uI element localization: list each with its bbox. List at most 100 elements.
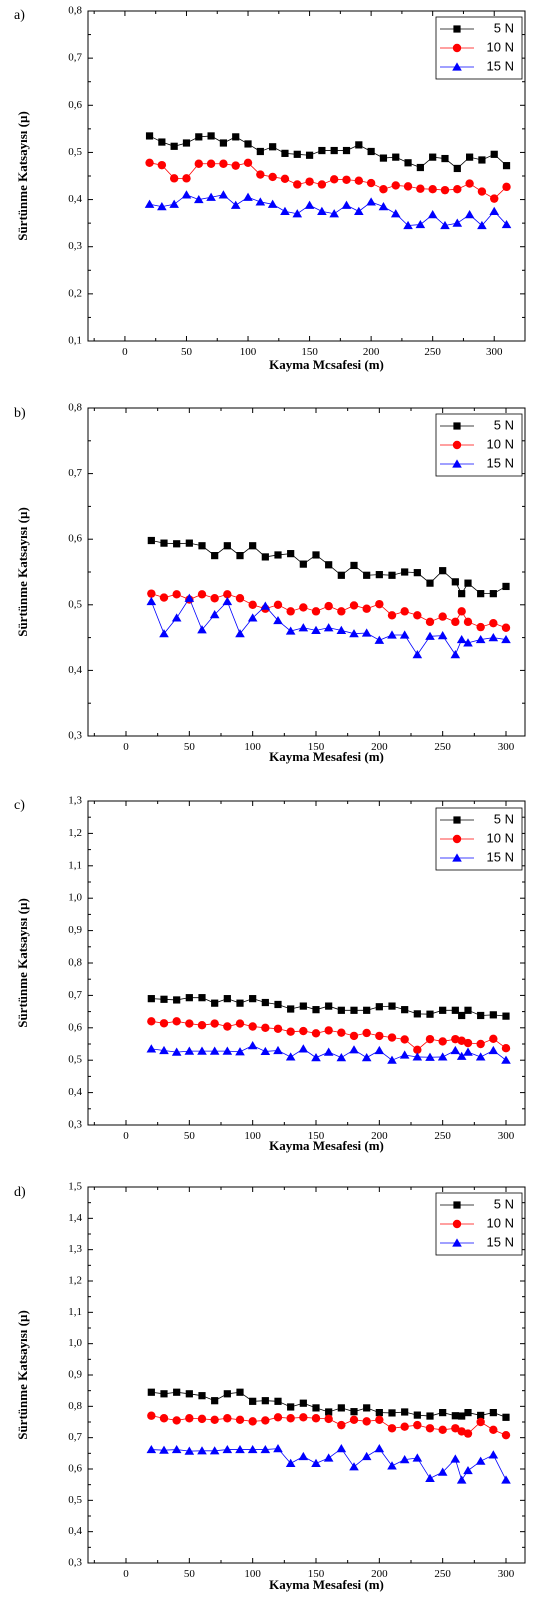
x-tick-label: 250 bbox=[424, 346, 441, 358]
data-point bbox=[387, 1461, 397, 1470]
data-point bbox=[425, 1034, 435, 1044]
data-point bbox=[207, 132, 215, 140]
y-tick-label: 0,4 bbox=[68, 1525, 82, 1537]
chart-panel-c: c) 0,3 0,4 0,5 0,6 0,7 0,8 0,9 1,0 1,1 1,2 1,3 0 50 10… bbox=[14, 795, 526, 1153]
x-tick-label: 300 bbox=[498, 1130, 515, 1142]
data-point bbox=[171, 1047, 182, 1056]
data-point bbox=[210, 594, 219, 603]
data-point bbox=[403, 220, 413, 230]
data-point bbox=[159, 1019, 169, 1028]
data-point bbox=[450, 1045, 461, 1055]
data-point bbox=[337, 571, 345, 579]
series-10n bbox=[147, 589, 511, 632]
data-point bbox=[489, 1011, 497, 1019]
chart-panel-d: d) 0,3 0,4 0,5 0,6 0,7 0,8 0,9 1,0 1,1 1,2 1,3 1,4 1,… bbox=[14, 1181, 526, 1592]
y-tick-label: 0,9 bbox=[68, 1369, 82, 1381]
y-tick-label: 0,6 bbox=[68, 1463, 82, 1475]
x-tick-label: 200 bbox=[371, 741, 388, 753]
data-point bbox=[361, 1451, 372, 1461]
data-point bbox=[247, 1041, 258, 1050]
data-point bbox=[248, 1022, 257, 1031]
data-point bbox=[146, 1044, 157, 1053]
data-point bbox=[452, 218, 463, 227]
legend-marker bbox=[452, 43, 462, 53]
data-point bbox=[147, 1411, 156, 1420]
y-tick-label: 1,3 bbox=[68, 1243, 82, 1255]
data-point bbox=[146, 596, 157, 606]
data-point bbox=[232, 133, 240, 141]
y-tick-label: 1,4 bbox=[68, 1212, 82, 1224]
data-point bbox=[324, 1026, 333, 1035]
data-point bbox=[475, 634, 486, 644]
data-point bbox=[413, 1010, 421, 1018]
data-point bbox=[502, 162, 511, 170]
data-point bbox=[490, 150, 498, 158]
data-point bbox=[185, 1019, 194, 1028]
data-point bbox=[375, 1415, 384, 1425]
data-point bbox=[441, 154, 449, 163]
data-point bbox=[181, 190, 192, 199]
data-point bbox=[476, 1417, 485, 1427]
data-point bbox=[157, 160, 167, 170]
data-point bbox=[501, 623, 511, 632]
data-point bbox=[317, 206, 327, 215]
data-point bbox=[260, 1444, 271, 1454]
data-point bbox=[349, 1462, 359, 1471]
data-point bbox=[304, 200, 315, 209]
data-point bbox=[413, 611, 422, 620]
series-line bbox=[149, 162, 507, 200]
data-point bbox=[366, 197, 376, 206]
data-point bbox=[354, 176, 364, 185]
data-point bbox=[439, 1006, 447, 1014]
data-point bbox=[400, 1035, 409, 1044]
y-tick-label: 0,3 bbox=[68, 1119, 82, 1131]
series-15n bbox=[146, 1041, 511, 1064]
data-point bbox=[440, 185, 450, 195]
data-point bbox=[169, 199, 179, 208]
data-point bbox=[172, 1416, 181, 1425]
data-point bbox=[502, 1413, 510, 1421]
data-point bbox=[465, 179, 474, 188]
data-point bbox=[147, 1388, 155, 1396]
data-point bbox=[349, 1415, 359, 1425]
data-point bbox=[475, 1052, 486, 1061]
data-point bbox=[366, 178, 376, 188]
data-point bbox=[439, 1409, 447, 1417]
x-tick-label: 250 bbox=[434, 1568, 451, 1580]
data-point bbox=[342, 146, 351, 155]
data-point bbox=[311, 1029, 321, 1038]
data-point bbox=[392, 153, 400, 161]
data-point bbox=[311, 607, 321, 616]
data-point bbox=[305, 177, 314, 186]
data-point bbox=[450, 650, 461, 659]
data-point bbox=[463, 1465, 473, 1475]
y-tick-label: 1,0 bbox=[68, 1337, 82, 1349]
data-point bbox=[349, 629, 359, 638]
data-point bbox=[412, 1453, 423, 1462]
data-point bbox=[285, 626, 296, 635]
y-tick-label: 0,5 bbox=[68, 598, 82, 610]
data-point bbox=[147, 589, 156, 598]
legend: 5 N 10 N 15 N bbox=[435, 807, 523, 871]
data-point bbox=[209, 1046, 220, 1055]
data-point bbox=[489, 1425, 498, 1435]
series-5n bbox=[147, 1388, 510, 1421]
y-tick-label: 1,5 bbox=[68, 1181, 82, 1193]
data-point bbox=[451, 617, 460, 627]
data-point bbox=[403, 182, 413, 191]
data-point bbox=[293, 150, 301, 158]
data-point bbox=[273, 1024, 283, 1033]
data-point bbox=[374, 1045, 385, 1055]
data-point bbox=[318, 146, 326, 155]
data-point bbox=[416, 163, 424, 172]
data-point bbox=[210, 1019, 219, 1028]
data-point bbox=[413, 569, 421, 577]
data-point bbox=[256, 147, 264, 156]
x-tick-label: 0 bbox=[122, 346, 128, 358]
data-point bbox=[464, 579, 472, 587]
data-point bbox=[478, 156, 486, 164]
y-tick-label: 0,4 bbox=[68, 1086, 82, 1098]
data-point bbox=[182, 174, 191, 183]
data-point bbox=[489, 206, 500, 215]
legend-marker bbox=[452, 459, 462, 468]
